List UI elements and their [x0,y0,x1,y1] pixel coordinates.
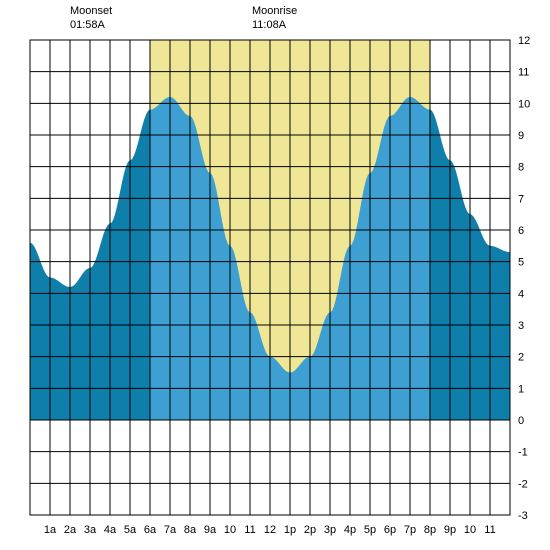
moonset-title: Moonset [70,5,112,17]
y-tick-label: 4 [518,288,524,300]
moonrise-time: 11:08A [252,19,287,31]
x-tick-label: 1a [44,524,57,536]
y-tick-label: 0 [518,415,524,427]
y-tick-label: -2 [518,478,528,490]
x-tick-label: 4p [344,524,356,536]
x-tick-label: 5p [364,524,376,536]
y-tick-label: 8 [518,162,524,174]
moonrise-title: Moonrise [252,5,297,17]
x-tick-label: 2a [64,524,77,536]
y-tick-label: 11 [518,67,529,79]
x-tick-label: 5a [124,524,137,536]
y-tick-label: 12 [518,35,530,47]
x-tick-label: 1p [284,524,296,536]
y-tick-label: -1 [518,447,528,459]
x-tick-label: 7p [404,524,416,536]
x-tick-label: 9p [444,524,456,536]
y-tick-label: 1 [518,383,524,395]
x-tick-label: 10 [224,524,236,536]
x-tick-label: 12 [264,524,276,536]
x-tick-label: 6p [384,524,396,536]
moonset-time: 01:58A [70,19,106,31]
x-tick-label: 11 [484,524,495,536]
y-tick-label: 3 [518,320,524,332]
x-tick-label: 2p [304,524,316,536]
y-tick-label: 10 [518,98,530,110]
y-tick-label: 2 [518,352,524,364]
x-tick-label: 7a [164,524,177,536]
y-tick-label: -3 [518,510,528,522]
y-tick-label: 7 [518,193,524,205]
y-tick-label: 6 [518,225,524,237]
x-tick-label: 4a [104,524,117,536]
x-tick-label: 8a [184,524,197,536]
x-tick-label: 3a [84,524,97,536]
x-tick-label: 8p [424,524,436,536]
tide-chart: -3-2-101234567891011121a2a3a4a5a6a7a8a9a… [0,0,550,550]
x-tick-label: 11 [244,524,255,536]
y-tick-label: 9 [518,130,524,142]
chart-svg: -3-2-101234567891011121a2a3a4a5a6a7a8a9a… [0,0,550,550]
x-tick-label: 3p [324,524,336,536]
y-tick-label: 5 [518,257,524,269]
x-tick-label: 6a [144,524,157,536]
x-tick-label: 10 [464,524,476,536]
x-tick-label: 9a [204,524,217,536]
